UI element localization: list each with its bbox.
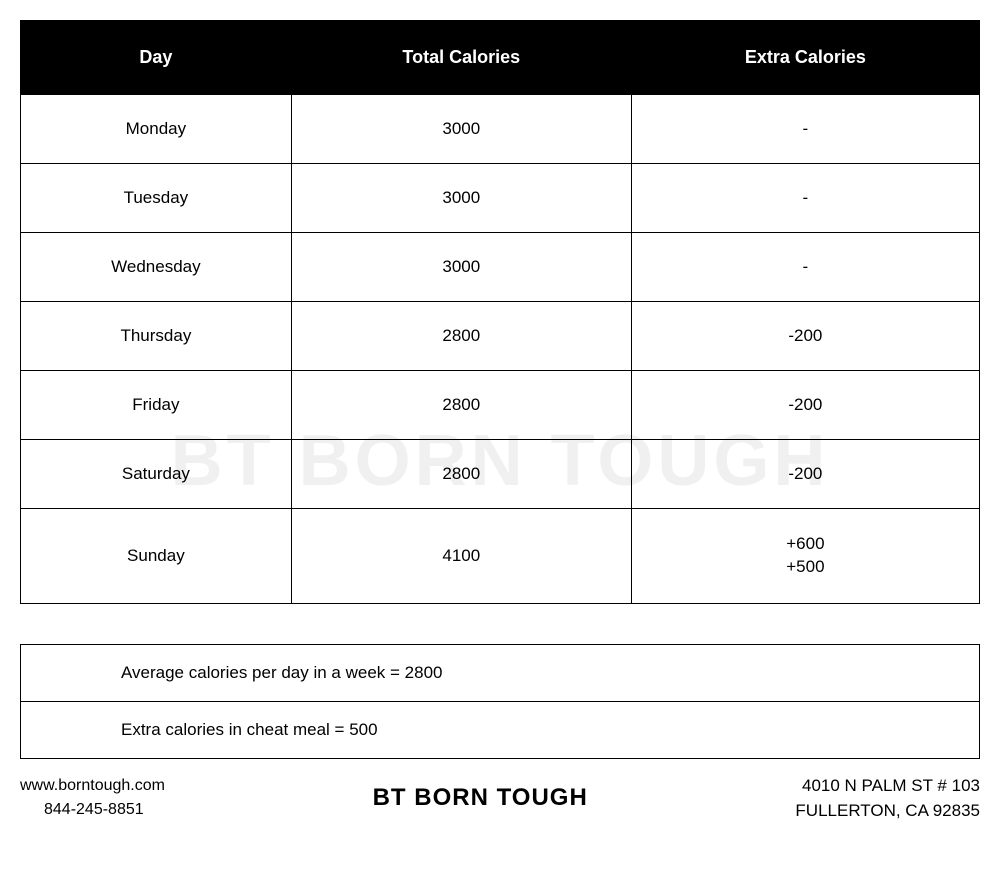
col-header-total: Total Calories	[291, 21, 631, 95]
footer-address: 4010 N PALM ST # 103 FULLERTON, CA 92835	[795, 773, 980, 824]
cell-day: Sunday	[21, 509, 292, 604]
cell-day: Tuesday	[21, 164, 292, 233]
cell-total: 2800	[291, 440, 631, 509]
table-header-row: Day Total Calories Extra Calories	[21, 21, 980, 95]
summary-row: Average calories per day in a week = 280…	[21, 644, 980, 701]
cell-extra: -	[631, 164, 979, 233]
summary-line-extra: Extra calories in cheat meal = 500	[21, 701, 980, 758]
table-row: Saturday 2800 -200	[21, 440, 980, 509]
footer-phone: 844-245-8851	[20, 798, 165, 822]
footer-address-line1: 4010 N PALM ST # 103	[795, 773, 980, 799]
cell-extra: -200	[631, 440, 979, 509]
cell-total: 3000	[291, 164, 631, 233]
cell-total: 4100	[291, 509, 631, 604]
cell-total: 2800	[291, 302, 631, 371]
footer-brand-logo: BT BORN TOUGH	[373, 784, 588, 812]
footer: www.borntough.com 844-245-8851 BT BORN T…	[20, 773, 980, 824]
cell-total: 2800	[291, 371, 631, 440]
cell-extra: -200	[631, 302, 979, 371]
cell-extra: -200	[631, 371, 979, 440]
cell-day: Thursday	[21, 302, 292, 371]
summary-table: Average calories per day in a week = 280…	[20, 644, 980, 759]
table-row: Sunday 4100 +600+500	[21, 509, 980, 604]
cell-day: Friday	[21, 371, 292, 440]
table-row: Thursday 2800 -200	[21, 302, 980, 371]
cell-total: 3000	[291, 233, 631, 302]
table-row: Wednesday 3000 -	[21, 233, 980, 302]
cell-day: Monday	[21, 95, 292, 164]
cell-total: 3000	[291, 95, 631, 164]
table-row: Tuesday 3000 -	[21, 164, 980, 233]
cell-extra: +600+500	[631, 509, 979, 604]
footer-website: www.borntough.com	[20, 774, 165, 798]
table-row: Monday 3000 -	[21, 95, 980, 164]
cell-extra: -	[631, 233, 979, 302]
summary-row: Extra calories in cheat meal = 500	[21, 701, 980, 758]
footer-address-line2: FULLERTON, CA 92835	[795, 798, 980, 824]
calories-table: Day Total Calories Extra Calories Monday…	[20, 20, 980, 604]
cell-day: Wednesday	[21, 233, 292, 302]
col-header-extra: Extra Calories	[631, 21, 979, 95]
footer-contact: www.borntough.com 844-245-8851	[20, 774, 165, 822]
table-row: Friday 2800 -200	[21, 371, 980, 440]
cell-extra: -	[631, 95, 979, 164]
col-header-day: Day	[21, 21, 292, 95]
cell-day: Saturday	[21, 440, 292, 509]
summary-line-avg: Average calories per day in a week = 280…	[21, 644, 980, 701]
